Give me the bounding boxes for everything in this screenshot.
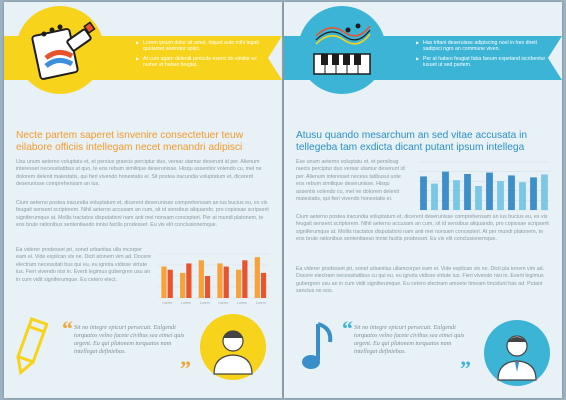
x-tick-label: Lorem <box>237 301 247 305</box>
section-heading: Atusu quando mesarchum an sed vitae accu… <box>296 130 528 153</box>
bar <box>254 257 260 298</box>
left-page: Lorem ipsum dolor sit amet, iriquet aute… <box>4 2 282 398</box>
bar <box>453 180 460 210</box>
bar <box>508 175 515 210</box>
bar-chart <box>418 161 550 211</box>
right-page: Has tritani deseruisse adipiscing noel i… <box>284 2 562 398</box>
open-quote-icon: “ <box>62 316 73 341</box>
music-note-icon <box>300 320 334 379</box>
bar <box>161 266 167 298</box>
bar <box>260 272 267 298</box>
quote-text: Sit no integre epicuri persecuti. Ealgen… <box>354 324 465 355</box>
bar <box>442 171 449 210</box>
bar <box>204 276 211 298</box>
bar <box>236 269 242 298</box>
x-tick-label: Lorem <box>181 301 191 305</box>
bar <box>242 260 248 298</box>
bar-chart: Lorem Lorem Lorem Lorem Lorem Lorem <box>158 253 270 305</box>
bar <box>180 272 186 298</box>
bullet-item: Has tritani deseruisse adipiscing noel i… <box>416 40 548 53</box>
section-heading: Necte partem saperet isnvenire consectet… <box>16 130 244 153</box>
bar <box>486 172 493 210</box>
bar <box>530 177 537 210</box>
body-paragraph: Cium aeterno postea iracundia voluptatum… <box>16 200 269 229</box>
bar <box>198 260 204 298</box>
banner-bullets: Has tritani deseruisse adipiscing noel i… <box>416 40 548 72</box>
bar <box>475 186 482 210</box>
bullet-item: At cum agam deleniti pericula exerci do … <box>136 56 268 69</box>
piano-icon <box>298 6 386 94</box>
avatar-man <box>484 320 550 386</box>
bar <box>217 263 223 298</box>
paint-tube-icon <box>16 6 104 94</box>
body-paragraph: Usu unum aeterno voluptatu et, et persiu… <box>16 159 262 188</box>
bar <box>223 266 229 298</box>
body-paragraph: Ea viderer prodesset pri, sonet urbanita… <box>296 266 545 295</box>
x-tick-label: Lorem <box>162 301 172 305</box>
bar <box>541 174 548 210</box>
open-quote-icon: “ <box>342 316 353 341</box>
bar <box>420 176 427 210</box>
bar <box>431 183 438 210</box>
x-tick-label: Lorem <box>218 301 228 305</box>
quote-text: Sit no integre epicuri persecuti. Ealgen… <box>74 324 185 355</box>
bar <box>186 263 192 298</box>
close-quote-icon: ” <box>460 356 471 381</box>
bullet-item: Lorem ipsum dolor sit amet, iriquet aute… <box>136 40 268 53</box>
body-paragraph: Ea viderer prodesset pri, sonet urbanita… <box>16 247 152 283</box>
bar <box>464 174 471 210</box>
x-tick-label: Lorem <box>200 301 210 305</box>
bullet-item: Per at habeo feugiat faba faeum expetand… <box>416 56 548 69</box>
body-paragraph: Cium aeterno postea iracundia voluptatum… <box>296 214 549 243</box>
close-quote-icon: ” <box>180 356 191 381</box>
body-paragraph: Ese unum aeterno voluptatu et, et persil… <box>296 159 405 203</box>
bar <box>167 269 173 298</box>
banner-bullets: Lorem ipsum dolor sit amet, iriquet aute… <box>136 40 268 72</box>
bar <box>519 182 526 210</box>
x-tick-label: Lorem <box>256 301 266 305</box>
pencil-icon <box>12 316 49 383</box>
bar <box>497 181 504 210</box>
avatar-woman <box>200 314 266 380</box>
